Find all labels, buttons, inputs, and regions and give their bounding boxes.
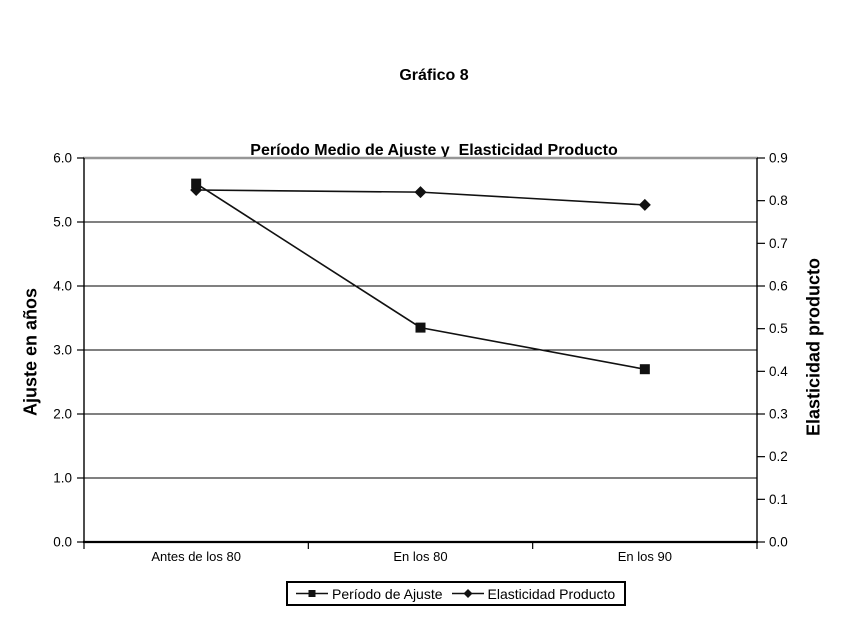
series-line-1 [195, 182, 645, 370]
right-axis-tick-label: 0.0 [769, 535, 788, 550]
left-axis-tick-label: 2.0 [53, 407, 72, 422]
chart-subtitle: Período Medio de Ajuste y Elasticidad Pr… [250, 142, 618, 159]
legend-item-1: Período de Ajuste [296, 586, 443, 602]
right-axis-tick-label: 0.2 [769, 449, 788, 464]
left-axis-tick-label: 4.0 [53, 279, 72, 294]
right-axis-tick-label: 0.5 [769, 321, 788, 336]
legend-square-glyph [308, 590, 316, 597]
data-point-square [191, 178, 202, 189]
legend-square-marker-icon [296, 590, 328, 597]
right-axis-tick-label: 0.7 [769, 236, 788, 251]
chart-title: Gráfico 8 [399, 67, 469, 84]
right-axis-tick-label: 0.8 [769, 193, 788, 208]
left-axis-tick-label: 6.0 [53, 151, 72, 166]
data-point-square [415, 322, 426, 333]
data-point-square [639, 364, 650, 375]
left-axis-tick-label: 0.0 [53, 535, 72, 550]
legend-label: Período de Ajuste [332, 585, 443, 602]
legend-diamond-marker-icon [451, 589, 484, 598]
legend-diamond-glyph [463, 589, 473, 598]
legend: Período de Ajuste Elasticidad Producto [286, 581, 627, 606]
x-axis-label: Antes de los 80 [151, 549, 241, 564]
right-axis-tick-label: 0.1 [769, 492, 788, 507]
left-axis-tick-label: 1.0 [53, 471, 72, 486]
legend-item-2: Elasticidad Producto [451, 585, 616, 602]
data-point-diamond [638, 198, 651, 211]
right-axis-tick-label: 0.4 [769, 364, 788, 379]
right-axis-tick-label: 0.6 [769, 279, 788, 294]
right-axis-tick-label: 0.3 [769, 407, 788, 422]
legend-label: Elasticidad Producto [487, 585, 616, 602]
x-axis-label: En los 90 [618, 549, 672, 564]
left-axis-tick-label: 5.0 [53, 215, 72, 230]
x-axis-label: En los 80 [393, 549, 447, 564]
left-axis-tick-label: 3.0 [53, 343, 72, 358]
right-axis-tick-label: 0.9 [769, 151, 788, 166]
chart-title-block: Gráfico 8 Período Medio de Ajuste y Elas… [0, 13, 868, 213]
data-point-diamond [414, 186, 427, 199]
